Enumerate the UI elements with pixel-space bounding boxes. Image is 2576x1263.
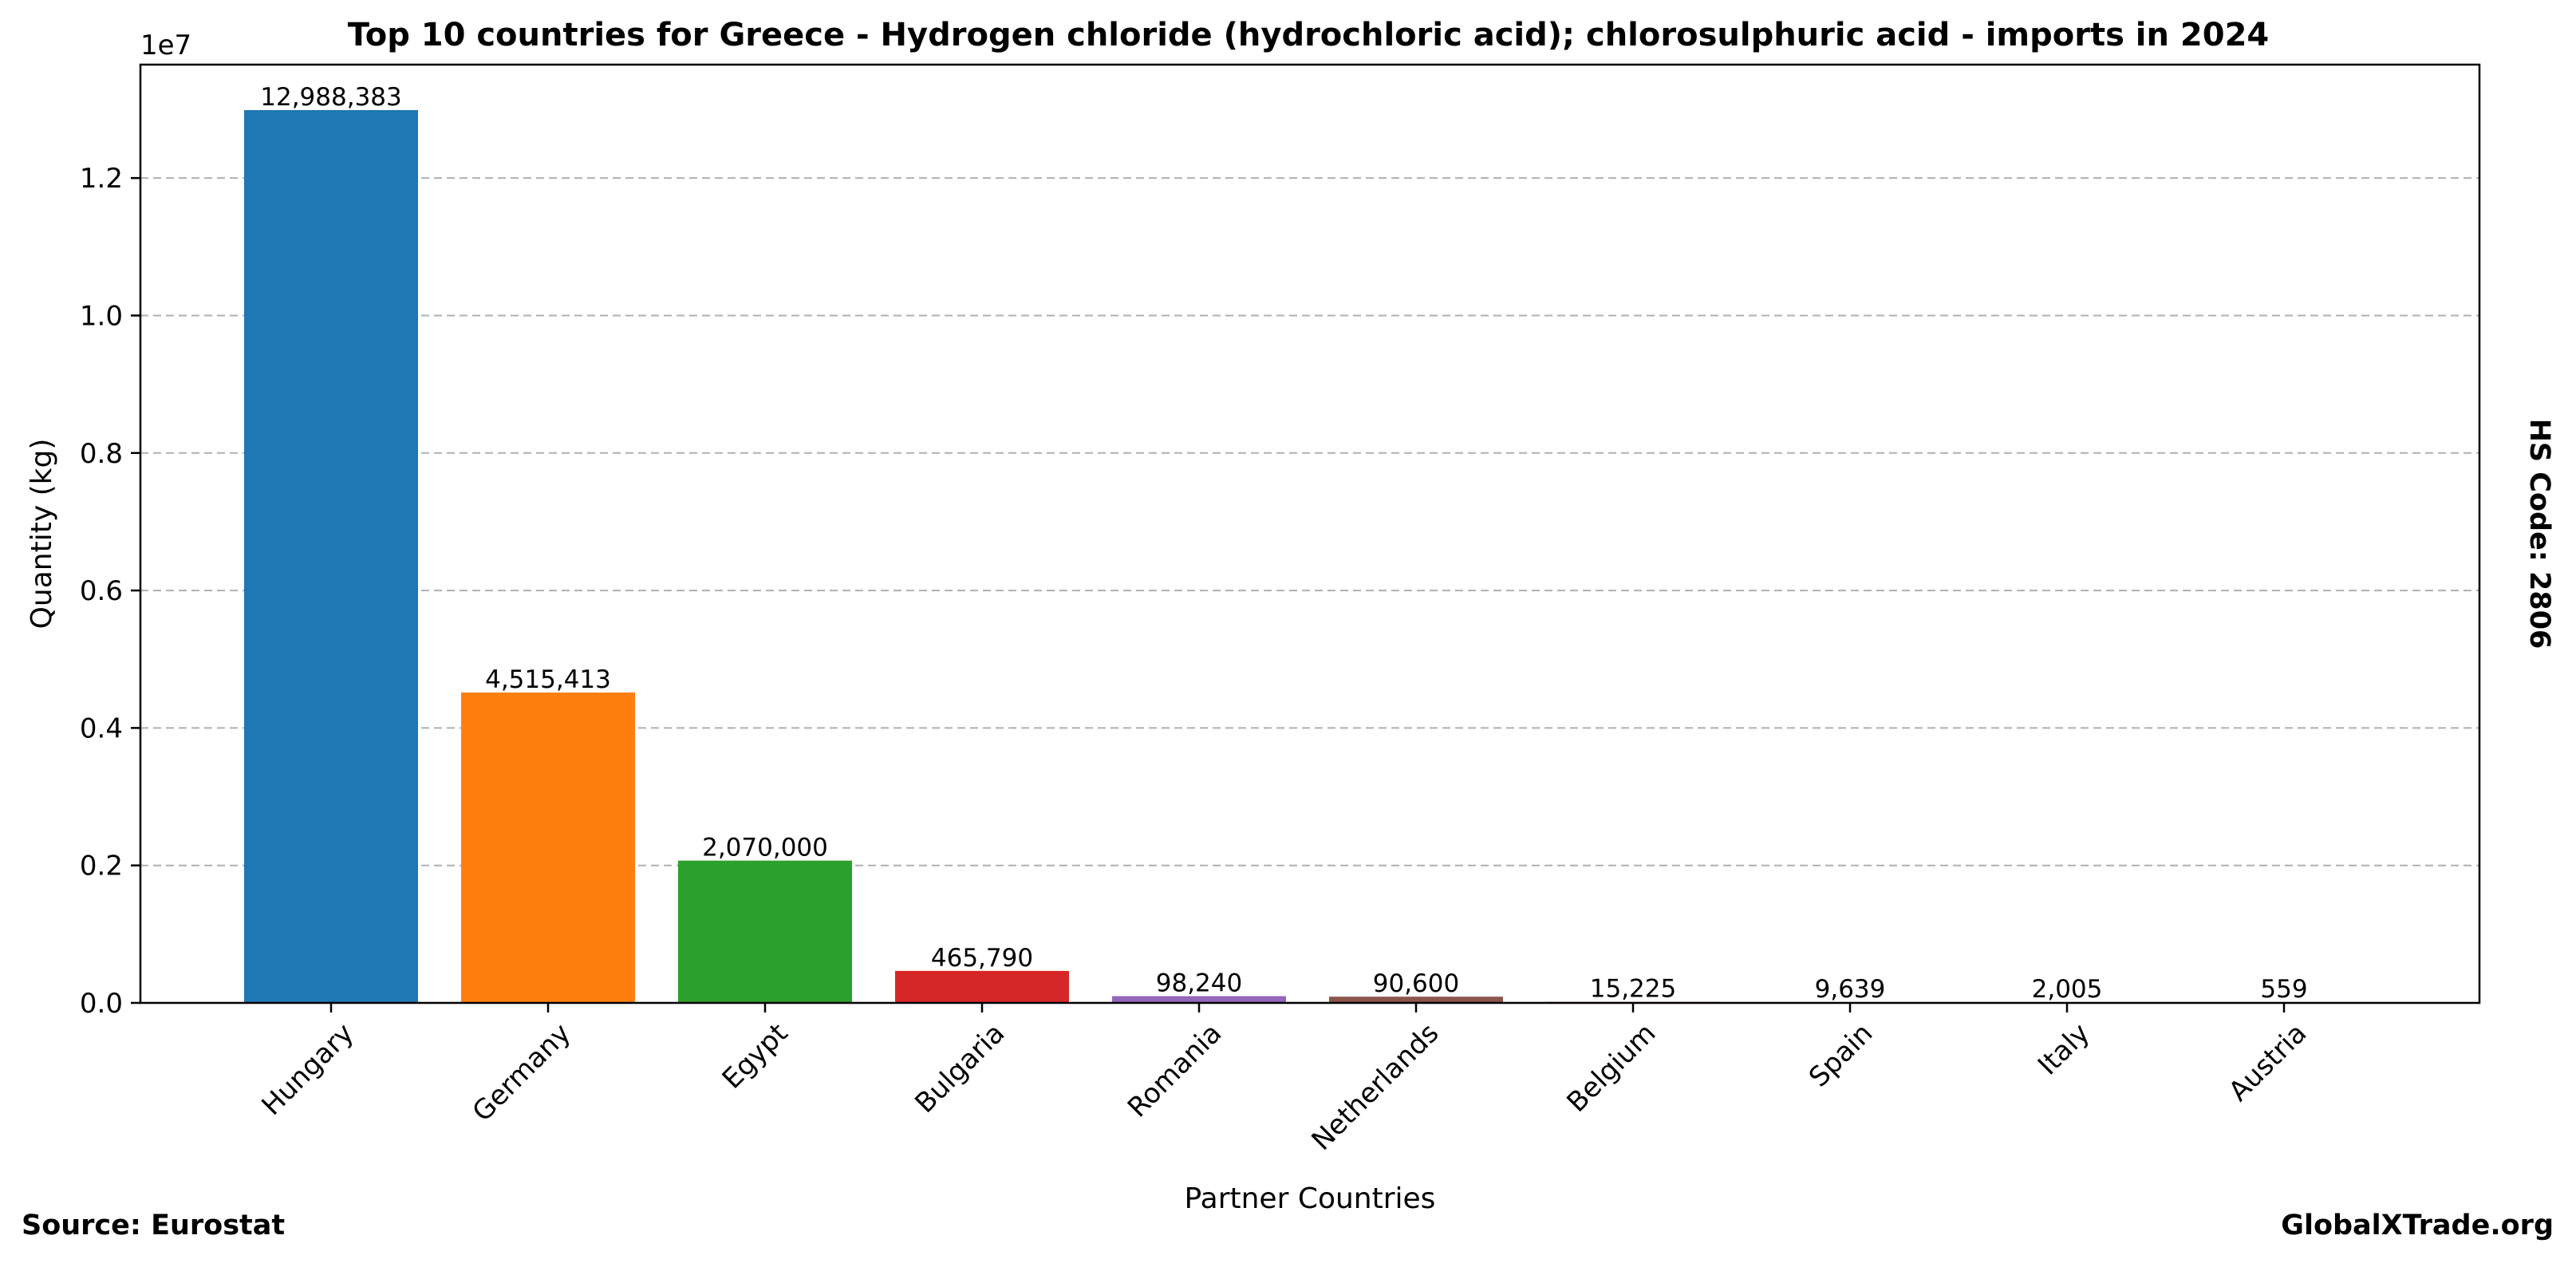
bar: [1112, 996, 1286, 1003]
bars: [244, 110, 2371, 1003]
x-axis-title: Partner Countries: [1185, 1182, 1436, 1215]
x-tick-label: Romania: [1122, 1017, 1228, 1123]
x-tick-label: Belgium: [1561, 1017, 1663, 1119]
data-label: 15,225: [1590, 975, 1676, 1004]
source-label: Source: Eurostat: [22, 1210, 285, 1241]
y-tick-label: 0.2: [80, 851, 123, 882]
plot-frame: [139, 63, 2481, 1004]
y-tick-label: 0.0: [80, 988, 123, 1020]
x-tick-label: Germany: [467, 1017, 578, 1128]
data-label: 465,790: [931, 944, 1033, 973]
data-label: 9,639: [1815, 975, 1886, 1004]
x-tick-label: Spain: [1803, 1017, 1879, 1093]
data-label: 98,240: [1156, 969, 1242, 998]
bar: [244, 110, 418, 1003]
hs-code-label: HS Code: 2806: [2523, 419, 2555, 649]
x-tick-label: Hungary: [255, 1017, 360, 1122]
y-tick-label: 1.0: [80, 300, 123, 332]
chart-title: Top 10 countries for Greece - Hydrogen c…: [348, 17, 2270, 53]
bar: [678, 860, 852, 1003]
data-label: 4,515,413: [485, 665, 611, 694]
y-axis-scale-note: 1e7: [140, 30, 191, 61]
y-tick-label: 0.8: [80, 438, 123, 470]
x-tick-label: Egypt: [716, 1017, 795, 1095]
x-tick-label: Netherlands: [1306, 1017, 1446, 1157]
bar: [895, 970, 1069, 1003]
x-tick-label: Austria: [2223, 1017, 2313, 1107]
data-label: 559: [2260, 975, 2307, 1004]
data-label: 12,988,383: [260, 83, 402, 112]
y-tick-label: 1.2: [80, 163, 123, 195]
x-tick-label: Bulgaria: [909, 1017, 1011, 1119]
data-label: 2,070,000: [702, 834, 828, 862]
brand-label: GlobalXTrade.org: [2281, 1210, 2554, 1241]
y-tick-label: 0.4: [80, 712, 123, 744]
bar: [1329, 997, 1503, 1003]
y-tick-label: 0.6: [80, 575, 123, 607]
x-axis: Hungary Germany Egypt Bulgaria Romania Nether…: [255, 1003, 2313, 1157]
data-label: 2,005: [2032, 975, 2103, 1004]
bar: [461, 692, 635, 1003]
x-tick-label: Italy: [2032, 1017, 2096, 1081]
data-labels: 12,988,383 4,515,413 2,070,000 465,790 98,24…: [260, 83, 2307, 1004]
y-axis: 0.0 0.2 0.4 0.6 0.8 1.0 1.2: [80, 163, 140, 1020]
data-label: 90,600: [1373, 969, 1459, 998]
y-axis-title: Quantity (kg): [26, 439, 58, 630]
